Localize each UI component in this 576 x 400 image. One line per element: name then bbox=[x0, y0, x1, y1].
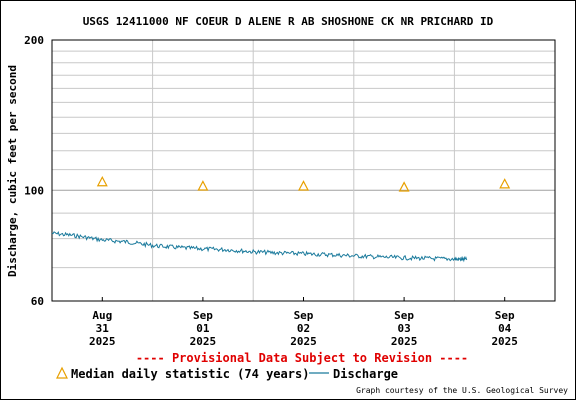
median-marker bbox=[197, 180, 209, 191]
legend-discharge-label: Discharge bbox=[333, 367, 398, 381]
discharge-series-line bbox=[51, 231, 468, 263]
x-tick-year: 2025 bbox=[190, 335, 217, 348]
median-marker bbox=[398, 181, 410, 192]
x-tick-day: 04 bbox=[498, 322, 512, 335]
y-axis-ticks: 60 100 200 bbox=[24, 34, 44, 308]
x-tick-day: 31 bbox=[96, 322, 110, 335]
median-marker bbox=[96, 175, 108, 187]
median-marker bbox=[298, 180, 309, 191]
legend: Median daily statistic (74 years) Discha… bbox=[56, 366, 398, 381]
x-tick-day: 01 bbox=[196, 322, 210, 335]
x-tick-year: 2025 bbox=[391, 335, 418, 348]
x-tick-year: 2025 bbox=[290, 335, 317, 348]
credit-text: Graph courtesy of the U.S. Geological Su… bbox=[356, 386, 568, 395]
x-axis-ticks: Aug312025Sep012025Sep022025Sep032025Sep0… bbox=[89, 297, 518, 348]
median-marker bbox=[499, 178, 511, 189]
x-tick-day: 03 bbox=[397, 322, 410, 335]
y-tick-label: 60 bbox=[31, 295, 44, 308]
x-tick-month: Sep bbox=[193, 309, 213, 322]
x-tick-year: 2025 bbox=[491, 335, 518, 348]
plot-area-border bbox=[51, 39, 556, 302]
legend-median-label: Median daily statistic (74 years) bbox=[71, 367, 309, 381]
y-tick-label: 100 bbox=[24, 184, 44, 197]
x-tick-year: 2025 bbox=[89, 335, 116, 348]
chart-title: USGS 12411000 NF COEUR D ALENE R AB SHOS… bbox=[83, 15, 494, 28]
y-tick-label: 200 bbox=[24, 34, 44, 47]
y-axis-label: Discharge, cubic feet per second bbox=[6, 65, 19, 277]
x-tick-day: 02 bbox=[297, 322, 310, 335]
series-layer bbox=[51, 175, 511, 263]
x-tick-month: Sep bbox=[294, 309, 314, 322]
x-tick-month: Sep bbox=[394, 309, 414, 322]
x-tick-month: Aug bbox=[92, 309, 112, 322]
legend-median-triangle-icon bbox=[56, 366, 68, 379]
x-tick-month: Sep bbox=[495, 309, 515, 322]
gridlines bbox=[52, 40, 555, 301]
provisional-note: ---- Provisional Data Subject to Revisio… bbox=[136, 351, 468, 365]
